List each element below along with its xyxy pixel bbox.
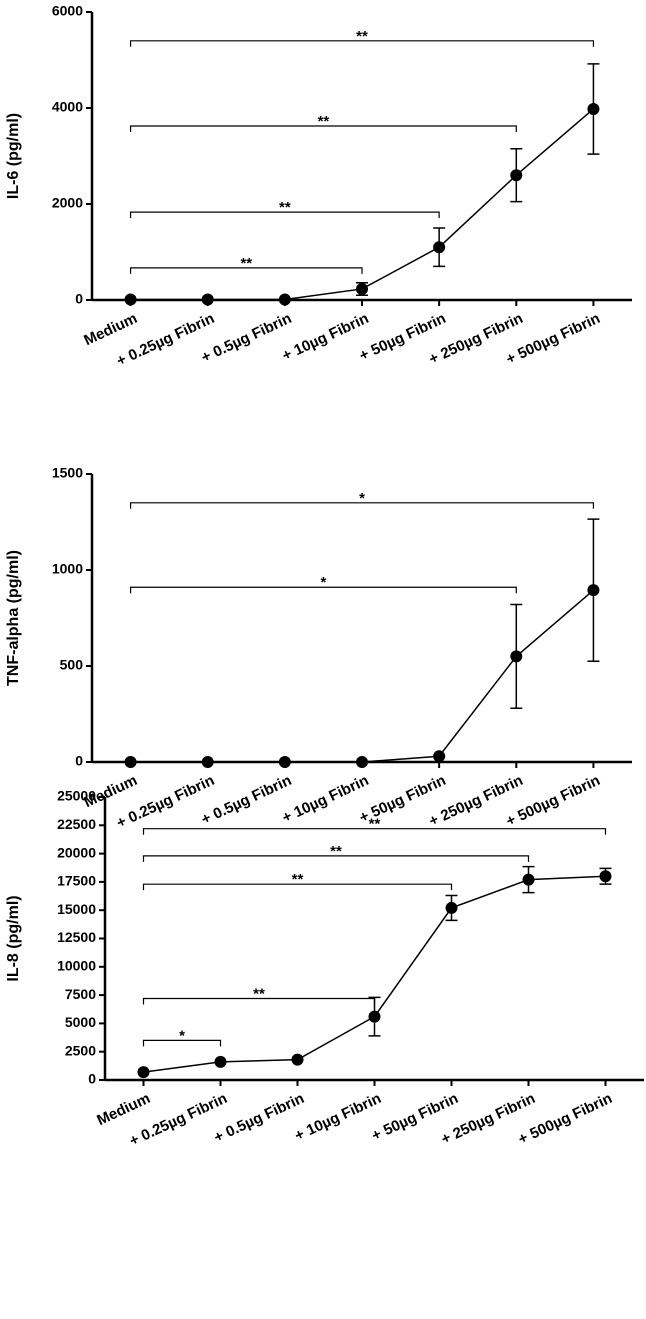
significance-label: *: [359, 490, 365, 507]
y-tick-label: 12500: [57, 929, 96, 945]
y-tick-label: 7500: [65, 986, 96, 1002]
data-point: [278, 293, 291, 306]
significance-bracket: [142, 855, 530, 862]
y-tick-label: 1000: [52, 561, 83, 577]
significance-bracket: [142, 1039, 222, 1047]
y-tick-label: 2000: [52, 195, 83, 211]
data-point: [356, 282, 368, 295]
y-tick-label: 5000: [65, 1014, 96, 1030]
y-tick-label: 4000: [52, 99, 83, 115]
significance-bracket: [142, 883, 453, 891]
data-point: [433, 241, 446, 254]
y-axis-label: TNF-alpha (pg/ml): [5, 550, 22, 686]
significance-label: *: [179, 1027, 185, 1044]
significance-label: **: [330, 843, 342, 860]
y-tick-label: 20000: [57, 844, 96, 860]
data-point: [356, 756, 368, 768]
y-tick-label: 1500: [52, 465, 83, 481]
significance-bracket: [129, 586, 517, 594]
data-point: [599, 870, 612, 883]
y-tick-label: 0: [75, 753, 83, 769]
data-point: [124, 756, 137, 768]
data-point: [510, 169, 523, 182]
y-tick-label: 2500: [65, 1042, 96, 1058]
significance-bracket: [142, 828, 607, 835]
y-tick-label: 15000: [57, 901, 96, 917]
data-point: [368, 1010, 381, 1023]
y-tick-label: 0: [75, 291, 83, 307]
significance-bracket: [129, 267, 363, 274]
x-tick-label: + 10µg Fibrin: [292, 1090, 384, 1145]
significance-label: **: [369, 816, 381, 833]
data-point: [587, 584, 600, 597]
y-tick-label: 10000: [57, 958, 96, 974]
significance-label: **: [318, 113, 330, 130]
data-line: [143, 875, 606, 1073]
data-point: [510, 650, 523, 663]
data-point: [124, 293, 137, 306]
significance-bracket: [129, 125, 517, 132]
y-tick-label: 0: [88, 1071, 96, 1087]
significance-label: **: [253, 985, 265, 1002]
data-point: [291, 1053, 304, 1066]
significance-bracket: [129, 40, 595, 47]
x-tick-label: Medium: [81, 310, 140, 349]
significance-label: *: [321, 574, 327, 591]
significance-label: **: [279, 199, 291, 216]
significance-label: **: [240, 255, 252, 272]
x-tick-label: Medium: [94, 1090, 153, 1129]
significance-bracket: [142, 997, 376, 1005]
y-tick-label: 6000: [52, 3, 83, 19]
data-point: [445, 901, 458, 914]
data-point: [201, 293, 214, 306]
panel: 0 2500 5000 7500 10000 12500 15000 17500 20000 22…: [5, 788, 644, 1150]
x-tick-label: + 10µg Fibrin: [280, 310, 372, 365]
y-axis-label: IL-8 (pg/ml): [5, 895, 22, 981]
data-point: [201, 756, 214, 768]
data-line: [130, 589, 594, 763]
y-tick-label: 22500: [57, 816, 96, 832]
significance-bracket: [129, 502, 595, 509]
significance-label: **: [356, 28, 368, 45]
y-tick-label: 17500: [57, 873, 96, 889]
significance-label: **: [292, 871, 304, 888]
data-point: [433, 750, 446, 763]
significance-bracket: [129, 211, 440, 219]
y-axis-label: IL-6 (pg/ml): [5, 113, 22, 199]
data-point: [214, 1055, 227, 1068]
y-tick-label: 25000: [57, 788, 96, 804]
y-tick-label: 500: [60, 657, 84, 673]
x-tick-label: + 10µg Fibrin: [280, 772, 372, 827]
data-point: [278, 756, 291, 768]
data-point: [137, 1066, 150, 1079]
data-point: [522, 873, 535, 886]
data-point: [587, 102, 600, 115]
